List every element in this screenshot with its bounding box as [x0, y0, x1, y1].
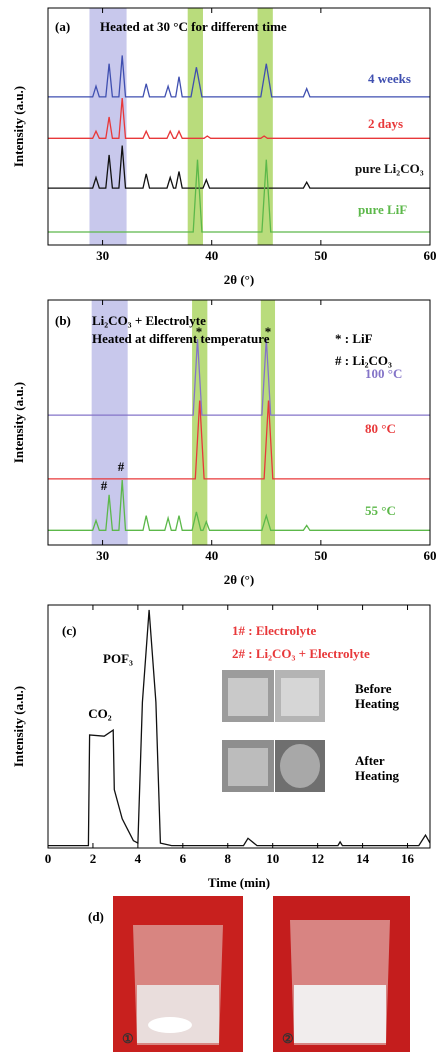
pouch [228, 678, 268, 716]
trace [48, 159, 430, 233]
annotation: 1# : Electrolyte [232, 623, 316, 638]
annotation: # [118, 459, 125, 474]
x-tick-label: 16 [401, 851, 415, 866]
x-tick-label: 6 [180, 851, 187, 866]
annotation: # [101, 478, 108, 493]
series-label: 80 °C [365, 421, 396, 436]
y-axis-label: Intensity (a.u.) [11, 86, 26, 167]
series-label: 2 days [368, 116, 403, 131]
chart: 0 2 4 6 8 10 12 14 16 Time (min) Intensity (a.u.) (… [11, 604, 431, 890]
x-tick-label: 40 [205, 548, 218, 563]
x-tick-label: 40 [205, 248, 218, 263]
axes-frame [47, 7, 431, 246]
stirrer [148, 1017, 192, 1033]
axes-frame [47, 299, 431, 546]
x-tick-label: 60 [424, 548, 437, 563]
annotation: POF₃ [103, 651, 133, 666]
liquid-1 [137, 985, 219, 1043]
annotation: Heated at different temperature [92, 331, 270, 346]
chart: 100 °C 80 °C 55 °C 30 40 50 60 2θ (°) Intensity … [11, 299, 437, 587]
x-tick-label: 2 [90, 851, 97, 866]
annotation: Before [355, 681, 392, 696]
x-tick-label: 12 [311, 851, 324, 866]
annotation: Heated at 30 °C for different time [100, 19, 287, 34]
x-tick-label: 30 [96, 248, 109, 263]
pouch [228, 748, 268, 786]
x-tick-label: 30 [96, 548, 109, 563]
x-tick-label: 8 [225, 851, 232, 866]
x-tick-label: 4 [135, 851, 142, 866]
annotation: (b) [55, 313, 71, 328]
series-label: pure LiF [358, 202, 407, 217]
x-tick-label: 60 [424, 248, 437, 263]
chart: 4 weeks 2 days pure Li₂CO₃ pure LiF 30 40 50 60… [11, 7, 437, 287]
photo-insets [222, 670, 325, 792]
pouch-swollen [280, 744, 320, 788]
annotation: # : Li₂CO₃ [335, 353, 392, 368]
panel-label: (d) [88, 909, 104, 924]
y-axis-label: Intensity (a.u.) [11, 686, 26, 767]
x-tick-label: 50 [314, 548, 327, 563]
series-label: 4 weeks [368, 71, 411, 86]
pouch [281, 678, 319, 716]
annotation: CO₂ [88, 706, 112, 721]
annotation: * [265, 324, 272, 339]
trace [48, 339, 430, 416]
liquid-2 [294, 985, 386, 1043]
x-tick-label: 14 [356, 851, 370, 866]
trace [48, 145, 430, 189]
photos: (d) ① ② [88, 896, 410, 1052]
series-label: 100 °C [365, 366, 402, 381]
trace [48, 480, 430, 531]
annotation: Heating [355, 768, 400, 783]
y-axis-label: Intensity (a.u.) [11, 382, 26, 463]
annotation: (c) [62, 623, 76, 638]
annotation: 2# : Li₂CO₃ + Electrolyte [232, 646, 370, 661]
trace [48, 55, 430, 98]
annotation: * : LiF [335, 331, 373, 346]
x-axis-label: 2θ (°) [224, 272, 254, 287]
trace [48, 400, 430, 480]
trace [48, 609, 431, 847]
x-tick-label: 10 [266, 851, 279, 866]
highlight-band [257, 8, 273, 245]
annotation: After [355, 753, 385, 768]
series-label: pure Li₂CO₃ [355, 161, 424, 176]
x-axis-label: 2θ (°) [224, 572, 254, 587]
trace [48, 98, 430, 139]
annotation: (a) [55, 19, 70, 34]
annotation: * [196, 324, 203, 339]
x-tick-label: 50 [314, 248, 327, 263]
x-axis-label: Time (min) [208, 875, 270, 890]
x-tick-label: 0 [45, 851, 52, 866]
photo-label: ② [282, 1031, 294, 1046]
series-label: 55 °C [365, 503, 396, 518]
annotation: Li₂CO₃ + Electrolyte [92, 313, 206, 328]
annotation: Heating [355, 696, 400, 711]
photo-label: ① [122, 1031, 134, 1046]
axes-frame [47, 604, 431, 849]
